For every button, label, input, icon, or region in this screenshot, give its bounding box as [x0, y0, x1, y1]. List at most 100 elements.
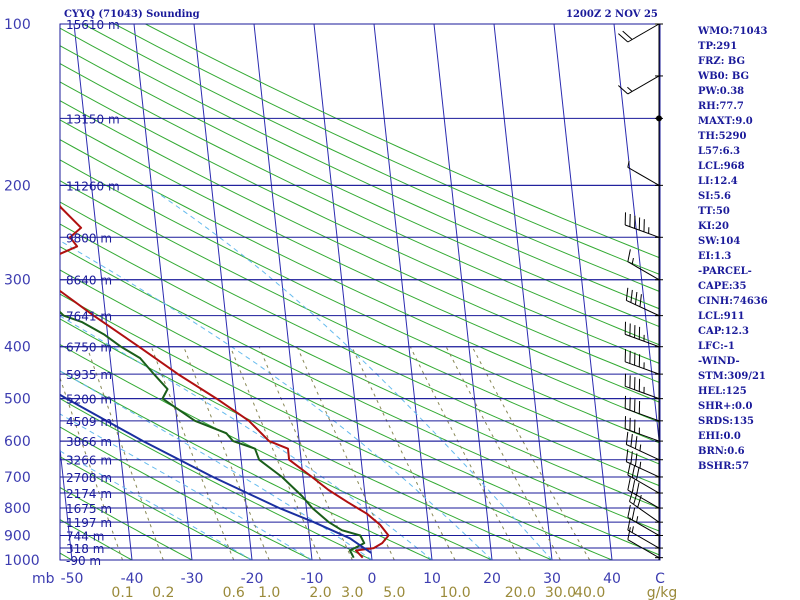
index-item: CAP:12.3 — [698, 326, 749, 337]
wind-barbs — [618, 23, 663, 560]
isotherm-line — [60, 444, 73, 560]
dry-adiabat-line — [60, 62, 660, 346]
wind-barb-shaft — [627, 517, 660, 536]
height-label: 2174 m — [66, 487, 112, 501]
wind-barb-feather — [631, 465, 636, 478]
index-item: STM:309/21 — [698, 371, 766, 382]
height-label: 9800 m — [66, 231, 112, 245]
pressure-tick-label: 500 — [4, 392, 31, 408]
temperature-unit-label: C — [655, 571, 665, 587]
index-item: HEL:125 — [698, 386, 747, 397]
sounding-datetime: 1200Z 2 NOV 25 — [566, 9, 658, 20]
height-label: 7641 m — [66, 310, 112, 324]
moist-adiabat-line — [60, 240, 493, 560]
mixing-ratio-label: 10.0 — [440, 585, 471, 600]
index-item: BSHR:57 — [698, 461, 750, 472]
isotherm-line — [433, 24, 493, 560]
index-item: TP:291 — [698, 41, 738, 52]
wind-barb-feather — [634, 453, 638, 467]
wind-barb-feather — [630, 289, 633, 303]
wind-barb-feather — [627, 527, 631, 540]
pressure-tick-label: 400 — [4, 340, 31, 356]
temperature-tick-label: -20 — [241, 571, 264, 587]
mixing-ratio-label: 20.0 — [505, 585, 536, 600]
index-item: BRN:0.6 — [698, 446, 745, 457]
index-item: SI:5.6 — [698, 191, 731, 202]
mixing-ratio-line — [471, 346, 591, 560]
wind-barb-half-feather — [639, 444, 642, 451]
wind-barb-feather — [627, 504, 631, 518]
isotherm-line — [613, 24, 660, 454]
wind-barb-shaft — [626, 461, 660, 478]
index-item: -WIND- — [698, 356, 740, 367]
index-item: TH:5290 — [698, 131, 747, 142]
wind-barb-shaft — [626, 444, 660, 461]
pressure-tick-label: 600 — [4, 434, 31, 450]
height-label: 2708 m — [66, 471, 112, 485]
index-item: EHI:0.0 — [698, 431, 741, 442]
isotherm-line — [493, 24, 553, 560]
dry-adiabat-line — [60, 426, 313, 560]
temperature-tick-label: -50 — [61, 571, 84, 587]
wind-barb-shaft — [627, 75, 660, 95]
index-item: EI:1.3 — [698, 251, 732, 262]
pressure-tick-label: 800 — [4, 501, 31, 517]
mixing-ratio-label: 0.2 — [152, 585, 174, 600]
wind-barb-half-feather — [639, 461, 642, 469]
sounding-profiles — [60, 204, 390, 559]
dry-adiabat-line — [60, 201, 660, 487]
temperature-tick-label: -10 — [301, 571, 324, 587]
wind-barb-feather — [618, 33, 629, 43]
mixing-ratio-label: 0.1 — [111, 585, 133, 600]
wind-barb-shaft — [626, 299, 660, 317]
mixing-ratio-label: 30.0 — [545, 585, 576, 600]
stability-indices-panel: WMO:71043 TP:291 FRZ: BG WB0: BG PW:0.38 RH:7… — [698, 24, 768, 474]
wind-barb-shaft — [629, 501, 660, 523]
mixing-ratio-line — [351, 346, 456, 560]
index-item: WMO:71043 — [698, 26, 768, 37]
height-label: 6750 m — [66, 341, 112, 355]
mixing-ratio-unit-label: g/kg — [647, 585, 678, 600]
dry-adiabat-line — [60, 370, 433, 560]
index-item: L57:6.3 — [698, 146, 741, 157]
mixing-ratio-line — [150, 346, 235, 560]
dewpoint-profile-line — [60, 310, 366, 559]
temperature-tick-label: 30 — [543, 571, 561, 587]
mixing-ratio-line — [229, 346, 321, 560]
wind-barb-feather — [625, 449, 629, 462]
sounding-title: CYYQ (71043) Sounding — [64, 9, 200, 20]
index-item: FRZ: BG — [698, 56, 746, 67]
isotherm-line — [553, 24, 613, 560]
wind-barb-feather — [634, 292, 638, 305]
index-item: TT:50 — [698, 206, 730, 217]
dry-adiabat-line — [60, 180, 660, 465]
wind-barb-shaft — [627, 261, 660, 281]
wind-barb-feather — [625, 431, 629, 445]
isotherm-line — [313, 24, 373, 560]
wind-barb-feather — [625, 287, 629, 301]
dry-adiabat-line — [60, 100, 660, 384]
wind-barb-feather — [634, 436, 638, 449]
wind-barb-feather — [630, 433, 633, 447]
wind-barb-shaft — [625, 361, 660, 375]
isotherm-line — [133, 24, 193, 560]
pressure-tick-label: 300 — [4, 273, 31, 289]
wind-barb-feather — [631, 507, 636, 521]
isotherm-line — [193, 24, 253, 560]
height-label: 5200 m — [66, 393, 112, 407]
mixing-ratio-line — [409, 346, 521, 560]
wind-barb-feather — [631, 480, 636, 493]
index-item: -PARCEL- — [698, 266, 752, 277]
index-item: CINH:74636 — [698, 296, 768, 307]
wind-barb-shaft — [625, 408, 660, 422]
mixing-ratio-label: 2.0 — [309, 585, 331, 600]
index-item: LI:12.4 — [698, 176, 738, 187]
index-item: LCL:911 — [698, 311, 745, 322]
parcel-profile-line — [60, 393, 372, 554]
temperature-tick-label: -30 — [181, 571, 204, 587]
index-item: LCL:968 — [698, 161, 745, 172]
height-label: 3866 m — [66, 435, 112, 449]
height-label: 13150 m — [66, 112, 120, 126]
height-label: 3266 m — [66, 454, 112, 468]
